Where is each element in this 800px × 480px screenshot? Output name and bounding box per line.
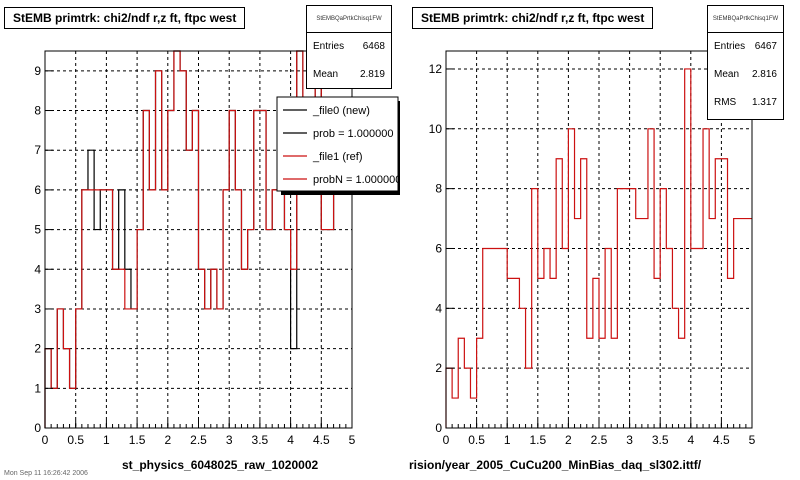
left-y-tick-label-2: 2 (34, 342, 41, 356)
right-x-tick-label-5: 2.5 (591, 433, 608, 447)
left-stats-box: StEMBQaPrtkChisq1FW Entries 6468 Mean 2.… (306, 5, 392, 89)
footer-timestamp: Mon Sep 11 16:26:42 2006 (4, 470, 88, 477)
right-x-tick-label-8: 4 (687, 433, 694, 447)
left-y-tick-label-0: 0 (34, 421, 41, 435)
right-chart-title: StEMB primtrk: chi2/ndf r,z ft, ftpc wes… (412, 7, 654, 29)
left-x-tick-label-9: 4.5 (313, 433, 330, 447)
right-stats-entries: Entries 6467 (708, 33, 783, 61)
left-y-tick-label-4: 4 (34, 262, 41, 276)
right-stats-name: StEMBQaPrtkChisq1FW (708, 6, 783, 33)
right-stats-mean-label: Mean (714, 69, 740, 80)
left-x-tick-label-7: 3.5 (252, 433, 269, 447)
left-stats-mean-value: 2.819 (359, 69, 385, 80)
left-stats-mean-label: Mean (313, 69, 339, 80)
left-legend-label-3: probN = 1.000000 (313, 174, 400, 186)
right-x-tick-label-10: 5 (749, 433, 756, 447)
left-y-tick-label-7: 7 (34, 143, 41, 157)
left-stats-name: StEMBQaPrtkChisq1FW (307, 6, 391, 33)
right-x-tick-label-2: 1 (504, 433, 511, 447)
left-stats-entries-value: 6468 (362, 41, 385, 52)
left-y-tick-label-3: 3 (34, 302, 41, 316)
right-x-tick-label-1: 0.5 (468, 433, 485, 447)
right-y-tick-label-2: 4 (435, 301, 442, 315)
left-y-tick-label-8: 8 (34, 104, 41, 118)
right-stats-mean: Mean 2.816 (708, 61, 783, 89)
left-y-tick-label-6: 6 (34, 183, 41, 197)
left-y-tick-label-1: 1 (34, 381, 41, 395)
left-stats-entries: Entries 6468 (307, 33, 391, 61)
right-y-tick-label-3: 6 (435, 241, 442, 255)
right-stats-entries-label: Entries (714, 41, 746, 52)
left-y-tick-label-5: 5 (34, 223, 41, 237)
right-stats-box: StEMBQaPrtkChisq1FW Entries 6467 Mean 2.… (707, 5, 784, 120)
left-stats-mean: Mean 2.819 (307, 61, 391, 89)
right-x-tick-label-9: 4.5 (713, 433, 730, 447)
right-stats-mean-value: 2.816 (751, 69, 777, 80)
right-series-0 (445, 68, 752, 428)
right-y-tick-label-5: 10 (429, 122, 443, 136)
right-x-axis-caption: rision/year_2005_CuCu200_MinBias_daq_sl3… (409, 458, 702, 472)
left-plot: 0 0.5 1 1.5 2 2.5 3 3.5 4 4.5 5 0 1 2 3 4 5 6 7 8 9 _file0 (n… (34, 50, 400, 447)
left-x-tick-label-4: 2 (164, 433, 171, 447)
left-x-tick-label-5: 2.5 (190, 433, 207, 447)
left-x-tick-label-10: 5 (349, 433, 356, 447)
right-stats-rms-label: RMS (714, 97, 737, 108)
right-y-tick-label-0: 0 (435, 421, 442, 435)
right-y-tick-label-4: 8 (435, 182, 442, 196)
left-x-tick-label-0: 0 (42, 433, 49, 447)
left-legend-box (276, 96, 399, 192)
left-x-tick-label-8: 4 (287, 433, 294, 447)
right-x-tick-label-4: 2 (565, 433, 572, 447)
left-y-tick-label-9: 9 (34, 64, 41, 78)
right-stats-entries-value: 6467 (754, 41, 777, 52)
left-x-tick-label-3: 1.5 (129, 433, 146, 447)
right-y-tick-label-6: 12 (429, 62, 443, 76)
right-stats-rms: RMS 1.317 (708, 89, 783, 117)
right-x-tick-label-7: 3.5 (652, 433, 669, 447)
right-x-tick-label-3: 1.5 (529, 433, 546, 447)
right-x-tick-label-6: 3 (626, 433, 633, 447)
left-chart-title: StEMB primtrk: chi2/ndf r,z ft, ftpc wes… (4, 7, 246, 29)
left-x-axis-caption: st_physics_6048025_raw_1020002 (122, 458, 319, 472)
left-legend-label-1: prob = 1.000000 (313, 128, 393, 140)
left-legend-label-2: _file1 (ref) (312, 151, 363, 163)
left-x-tick-label-2: 1 (103, 433, 110, 447)
right-plot: 0 0.5 1 1.5 2 2.5 3 3.5 4 4.5 5 0 2 4 6 8 10 12 (429, 50, 756, 447)
left-legend-label-0: _file0 (new) (312, 105, 370, 117)
right-y-tick-label-1: 2 (435, 361, 442, 375)
left-x-tick-label-6: 3 (226, 433, 233, 447)
right-x-tick-label-0: 0 (443, 433, 450, 447)
right-stats-rms-value: 1.317 (751, 97, 777, 108)
left-stats-entries-label: Entries (313, 41, 345, 52)
left-x-tick-label-1: 0.5 (67, 433, 84, 447)
